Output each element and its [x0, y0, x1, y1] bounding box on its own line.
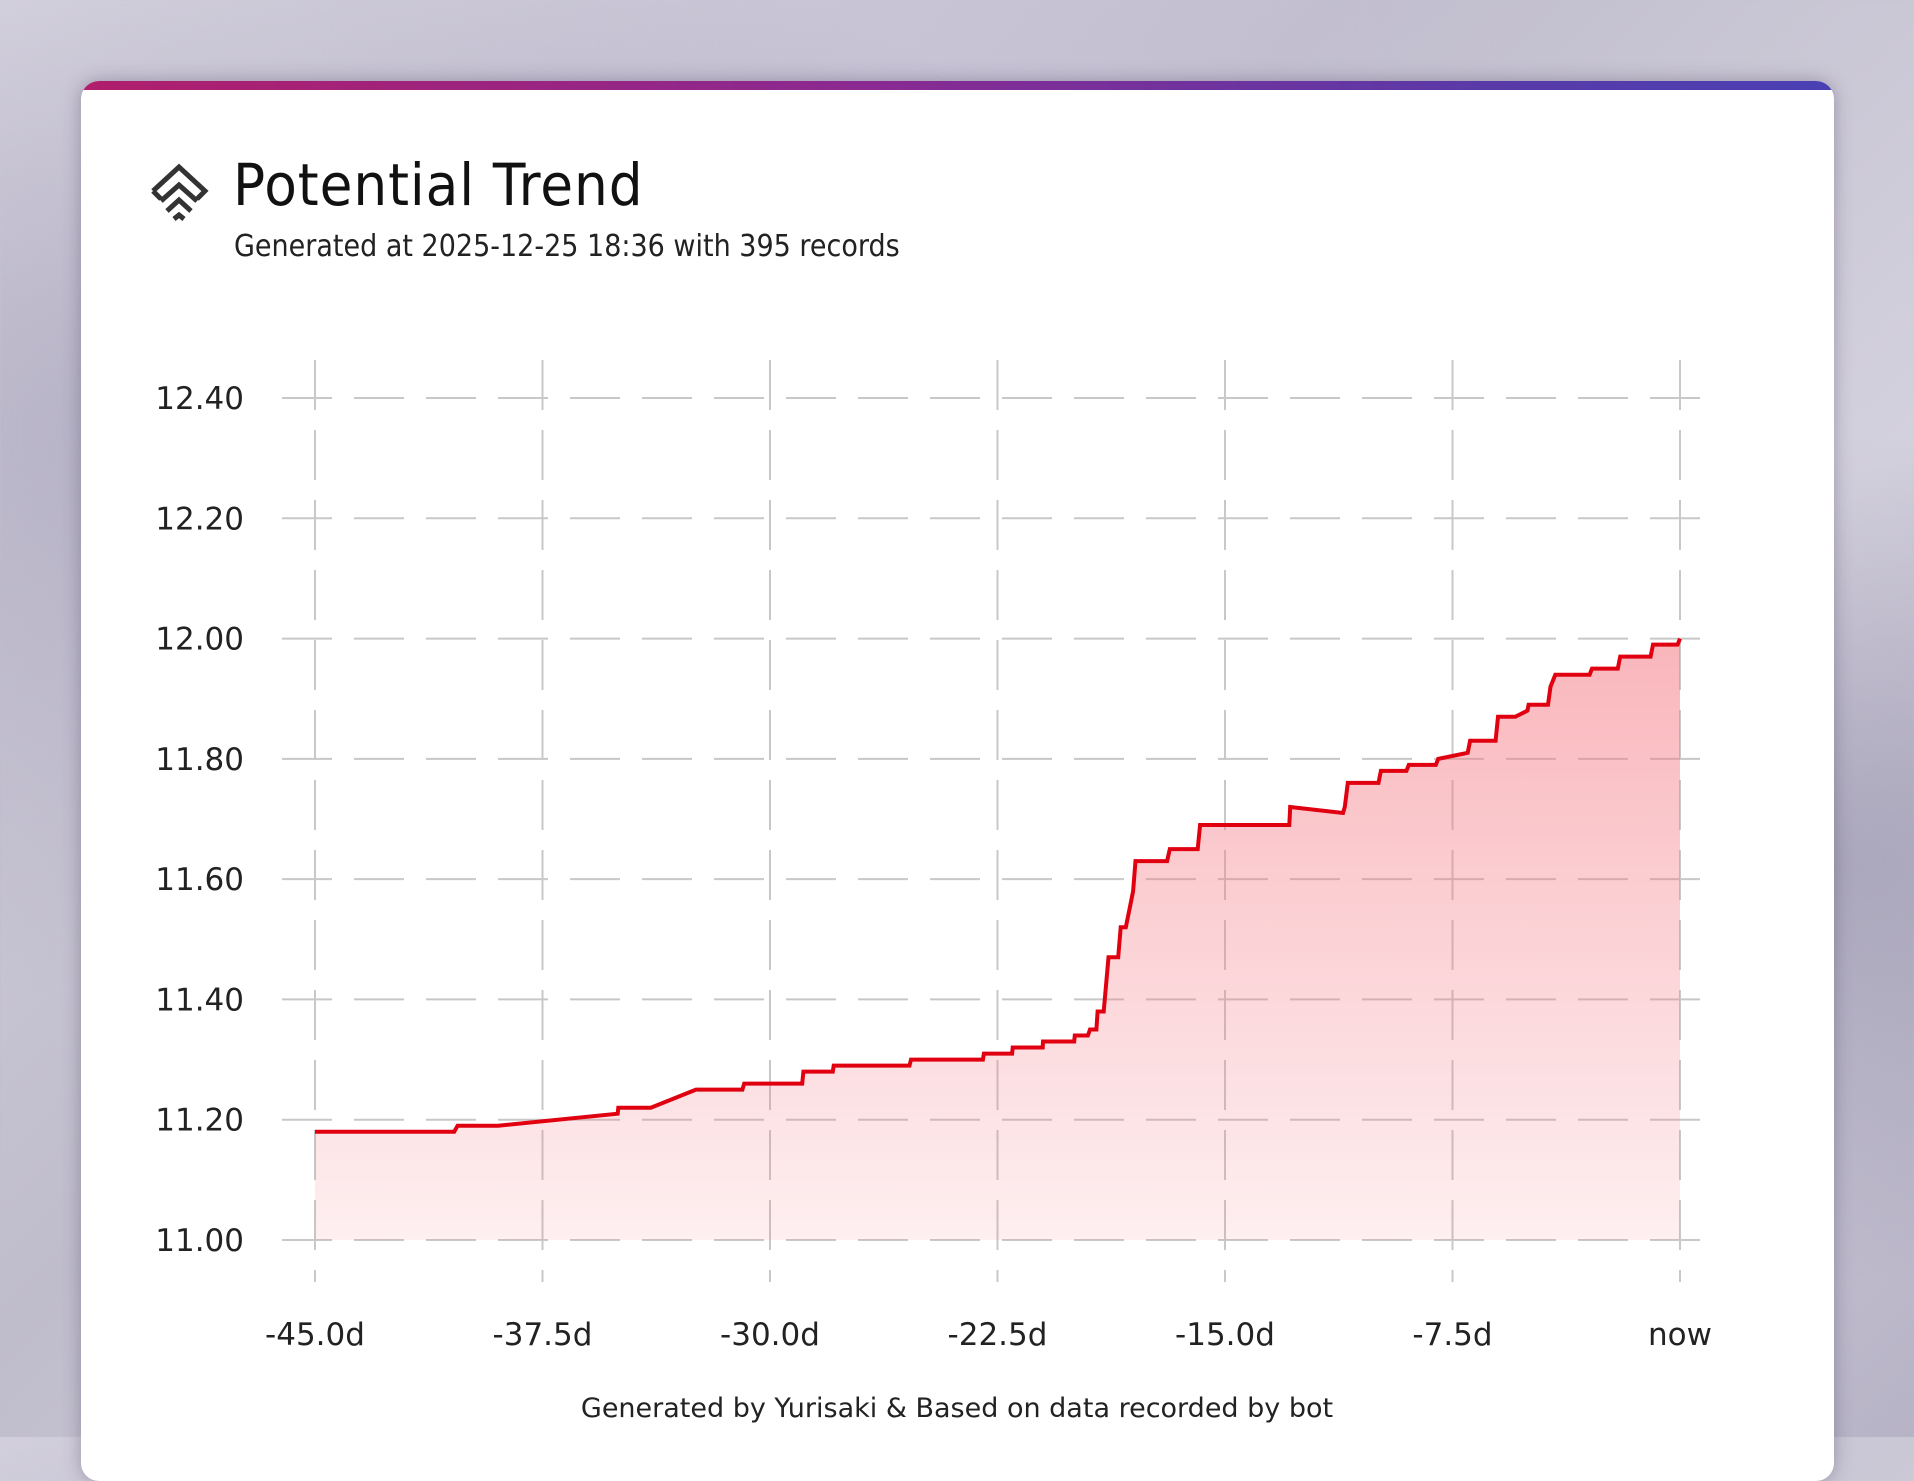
y-tick-label: 11.00 — [155, 1223, 244, 1259]
x-tick-label: -22.5d — [948, 1317, 1048, 1353]
x-tick-label: -37.5d — [493, 1317, 593, 1353]
series-line — [315, 637, 1682, 1134]
y-tick-label: 11.20 — [155, 1103, 244, 1139]
y-tick-label: 11.80 — [155, 742, 244, 778]
footer-credit: Generated by Yurisaki & Based on data re… — [580, 1393, 1334, 1424]
x-tick-label: -15.0d — [1175, 1317, 1275, 1353]
potential-trend-chart: 12.40 12.20 12.00 11.80 11.60 11.40 11.20 11.00… — [155, 360, 1719, 1353]
y-tick-label: 11.40 — [155, 982, 244, 1018]
x-tick-label: now — [1648, 1317, 1712, 1353]
page-title: Potential Trend — [233, 151, 644, 219]
y-tick-label: 12.20 — [155, 501, 244, 537]
y-tick-label: 11.60 — [155, 862, 244, 898]
card-accent-bar — [81, 81, 1834, 90]
page-subtitle: Generated at 2025-12-25 18:36 with 395 r… — [234, 229, 900, 264]
x-tick-label: -7.5d — [1412, 1317, 1492, 1353]
area-fill — [315, 638, 1680, 1240]
chevrons-up-diamond-icon — [151, 163, 209, 221]
y-tick-label: 12.40 — [155, 381, 244, 417]
y-tick-label: 12.00 — [155, 622, 244, 658]
x-tick-label: -30.0d — [720, 1317, 820, 1353]
x-tick-label: -45.0d — [265, 1317, 365, 1353]
